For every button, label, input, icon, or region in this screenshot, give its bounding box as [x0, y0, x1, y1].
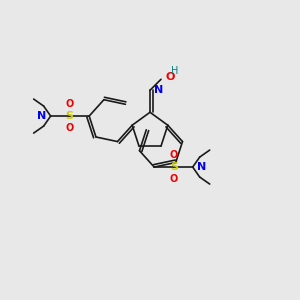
Text: S: S [170, 162, 178, 172]
Text: S: S [65, 111, 74, 121]
Text: N: N [38, 111, 47, 121]
Text: H: H [171, 66, 178, 76]
Text: O: O [170, 150, 178, 160]
Text: O: O [165, 72, 174, 82]
Text: O: O [170, 174, 178, 184]
Text: O: O [65, 123, 74, 133]
Text: O: O [65, 99, 74, 109]
Text: N: N [197, 162, 206, 172]
Text: N: N [154, 85, 163, 95]
